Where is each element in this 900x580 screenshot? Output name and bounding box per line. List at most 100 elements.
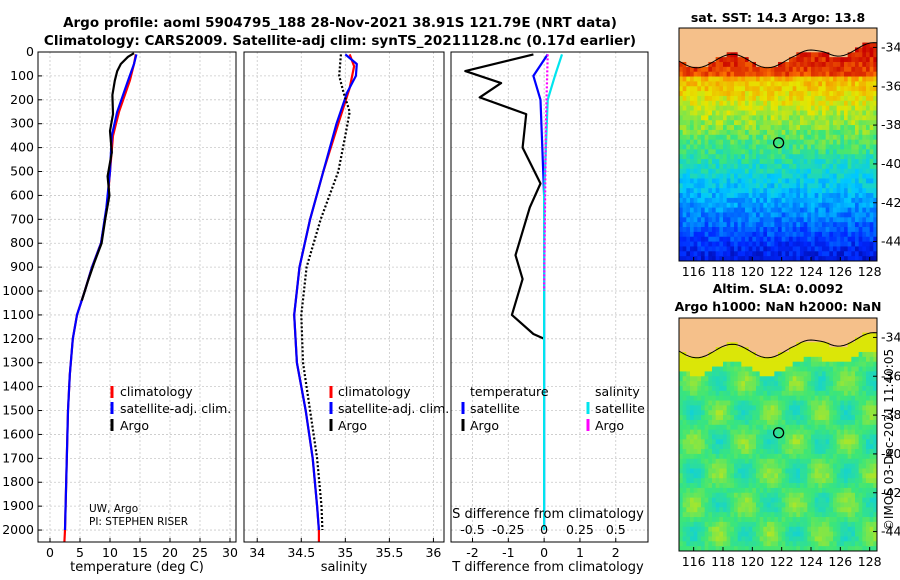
map-cell: [719, 478, 724, 484]
map-cell: [759, 105, 764, 111]
map-cell: [833, 144, 838, 150]
map-cell: [814, 188, 819, 194]
map-cell: [869, 120, 874, 126]
map-cell: [686, 52, 691, 58]
map-cell: [778, 410, 783, 416]
map-cell: [737, 32, 742, 39]
map-cell: [833, 390, 838, 397]
map-cell: [712, 502, 717, 508]
map-cell: [789, 125, 794, 131]
map-cell: [690, 120, 695, 126]
map-cell: [811, 61, 816, 68]
map-cell: [836, 202, 841, 208]
map-cell: [774, 322, 779, 329]
map-cell: [752, 231, 757, 238]
map-cell: [723, 419, 728, 426]
map-cell: [770, 188, 775, 194]
map-cell: [807, 236, 812, 242]
map-cell: [873, 173, 878, 179]
map-cell: [833, 536, 838, 542]
map-cell: [781, 400, 786, 406]
map-cell: [756, 173, 761, 179]
map-cell: [682, 134, 687, 141]
map-cell: [726, 405, 731, 411]
legend-label-salinity-argo: Argo: [595, 418, 624, 433]
map-cell: [759, 318, 764, 324]
map-cell: [855, 91, 860, 97]
difference-axes-frame: [450, 51, 649, 543]
map-cell: [734, 197, 739, 204]
map-cell: [814, 356, 819, 363]
map-cell: [844, 159, 849, 165]
map-cell: [858, 197, 863, 204]
map-cell: [767, 188, 772, 194]
map-cell: [752, 91, 757, 97]
map-cell: [704, 251, 709, 257]
map-cell: [697, 57, 702, 63]
map-cell: [833, 241, 838, 247]
map-cell: [778, 371, 783, 377]
map-cell: [737, 434, 742, 440]
map-cell: [730, 178, 735, 184]
map-cell: [759, 76, 764, 82]
map-cell: [704, 183, 709, 189]
map-cell: [847, 222, 852, 228]
map-cell: [836, 149, 841, 155]
map-cell: [752, 57, 757, 63]
x-tick-label: 5: [76, 545, 84, 560]
map-cell: [679, 487, 684, 494]
map-cell: [767, 410, 772, 416]
map-cell: [858, 100, 863, 107]
map-cell: [822, 202, 827, 208]
map-cell: [679, 173, 684, 179]
map-cell: [715, 434, 720, 440]
map-cell: [807, 366, 812, 372]
map-cell: [748, 71, 753, 77]
map-cell: [763, 468, 768, 474]
map-cell: [781, 71, 786, 77]
map-cell: [686, 453, 691, 460]
map-cell: [836, 212, 841, 218]
map-cell: [778, 100, 783, 107]
map-cell: [682, 429, 687, 435]
map-cell: [730, 439, 735, 445]
map-cell: [814, 521, 819, 528]
map-cell: [789, 497, 794, 503]
map-cell: [814, 32, 819, 39]
map-cell: [745, 492, 750, 498]
map-cell: [686, 91, 691, 97]
sla-map-title: Altim. SLA: 0.0092: [713, 281, 844, 296]
map-cell: [869, 188, 874, 194]
map-cell: [873, 197, 878, 204]
map-cell: [763, 385, 768, 392]
map-cell: [719, 134, 724, 141]
map-cell: [833, 351, 838, 358]
map-cell: [679, 193, 684, 199]
map-cell: [770, 115, 775, 121]
map-cell: [829, 47, 834, 53]
map-cell: [803, 251, 808, 257]
map-cell: [730, 57, 735, 63]
map-cell: [679, 212, 684, 218]
map-cell: [778, 318, 783, 324]
map-cell: [763, 183, 768, 189]
map-cell: [763, 332, 768, 338]
map-cell: [774, 492, 779, 498]
map-cell: [682, 517, 687, 523]
map-cell: [690, 405, 695, 411]
map-cell: [825, 507, 830, 513]
map-cell: [690, 110, 695, 116]
map-cell: [833, 366, 838, 372]
map-cell: [774, 347, 779, 353]
map-cell: [686, 531, 691, 537]
map-cell: [704, 71, 709, 77]
map-cell: [697, 487, 702, 494]
map-cell: [811, 227, 816, 233]
map-cell: [818, 227, 823, 233]
map-cell: [807, 332, 812, 338]
map-cell: [825, 57, 830, 63]
map-cell: [686, 366, 691, 372]
map-cell: [741, 497, 746, 503]
map-cell: [767, 42, 772, 48]
map-cell: [778, 473, 783, 479]
